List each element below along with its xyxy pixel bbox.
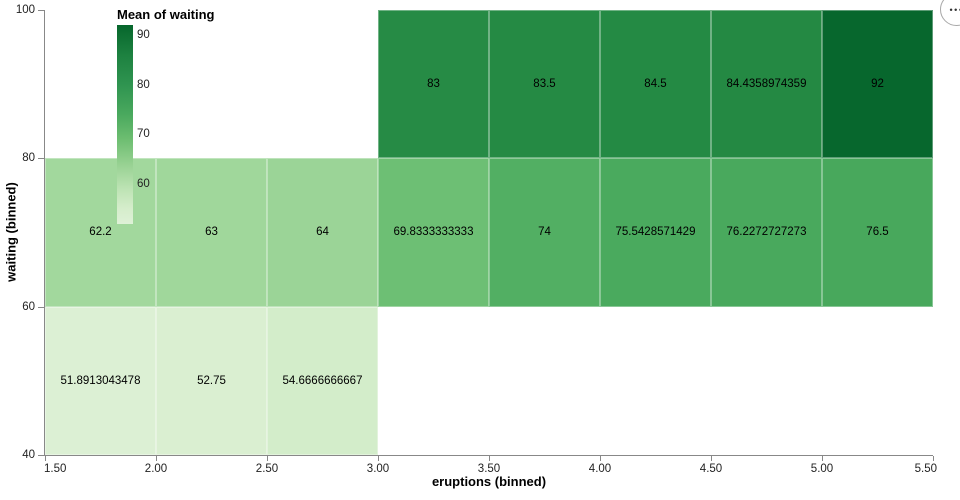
ellipsis-icon: •••: [949, 4, 960, 15]
x-axis-tick-label: 2.50: [255, 463, 279, 475]
x-axis-tick: [489, 456, 490, 461]
heatmap-cell: 84.5: [600, 10, 711, 159]
heatmap-cell: 92: [822, 10, 933, 159]
heatmap-cell: 76.5: [822, 158, 933, 307]
x-axis-tick: [267, 456, 268, 461]
heatmap-cell: 51.8913043478: [45, 306, 156, 455]
y-axis-tick-label: 80: [22, 152, 35, 165]
heatmap-cell-value: 63: [205, 226, 218, 239]
heatmap-cell: 64: [267, 158, 378, 307]
heatmap-cell-value: 83.5: [533, 78, 556, 91]
y-axis-tick: [38, 158, 44, 160]
heatmap-cell: 63: [156, 158, 267, 307]
x-axis-tick: [933, 456, 934, 461]
x-axis-tick-label: 3.50: [477, 463, 501, 475]
heatmap-cell-value: 84.4358974359: [726, 78, 807, 91]
x-axis-tick-label: 1.50: [44, 463, 67, 475]
heatmap-cell: 83: [378, 10, 489, 159]
heatmap-cell-value: 83: [427, 78, 440, 91]
legend-tick-label: 60: [137, 177, 150, 190]
x-axis-tick: [45, 456, 46, 461]
x-axis-tick: [822, 456, 823, 461]
x-axis-title: eruptions (binned): [431, 474, 547, 489]
x-axis-tick: [156, 456, 157, 461]
x-axis-tick: [711, 456, 712, 461]
legend-title: Mean of waiting: [117, 7, 215, 22]
x-axis-tick-label: 4.50: [699, 463, 723, 475]
heatmap-cell-value: 54.6666666667: [282, 374, 363, 387]
legend-tick-label: 90: [137, 28, 150, 41]
heatmap-cell-value: 52.75: [197, 374, 226, 387]
x-axis-tick-label: 4.00: [588, 463, 612, 475]
heatmap-cell-value: 62.2: [89, 226, 112, 239]
y-axis-tick-label: 40: [22, 449, 35, 461]
heatmap-cell: 83.5: [489, 10, 600, 159]
heatmap-cell: 74: [489, 158, 600, 307]
y-axis-tick: [38, 306, 44, 308]
legend-gradient-bar: [117, 25, 133, 224]
x-axis-tick-label: 5.00: [810, 463, 834, 475]
x-axis-tick-label: 2.00: [144, 463, 168, 475]
heatmap-cell: 84.4358974359: [711, 10, 822, 159]
heatmap-cell: 52.75: [156, 306, 267, 455]
heatmap-cell-value: 92: [871, 78, 884, 91]
y-axis-title: waiting (binned): [3, 182, 19, 282]
heatmap-cell: 75.5428571429: [600, 158, 711, 307]
heatmap-cell-value: 74: [538, 226, 551, 239]
y-axis-tick-label: 100: [15, 4, 35, 16]
heatmap-cell-value: 51.8913043478: [60, 374, 141, 387]
y-axis-tick-label: 60: [22, 300, 35, 313]
heatmap-cell-value: 69.8333333333: [393, 226, 474, 239]
heatmap-cell-value: 76.2272727273: [726, 226, 807, 239]
heatmap-cell: 54.6666666667: [267, 306, 378, 455]
heatmap-cell-value: 64: [316, 226, 329, 239]
heatmap-cell: 76.2272727273: [711, 158, 822, 307]
heatmap-cell: 62.2: [45, 158, 156, 307]
heatmap-cell-value: 76.5: [866, 226, 889, 239]
x-axis-tick: [600, 456, 601, 461]
x-axis-tick: [378, 456, 379, 461]
x-axis-tick-label: 5.50: [914, 463, 937, 475]
y-axis-tick: [38, 10, 44, 11]
heatmap-cell-value: 84.5: [644, 78, 667, 91]
y-axis-tick: [38, 455, 44, 456]
heatmap-cell-value: 75.5428571429: [615, 226, 696, 239]
x-axis-tick-label: 3.00: [366, 463, 390, 475]
legend-tick-label: 70: [137, 128, 150, 141]
legend-tick-label: 80: [137, 78, 150, 91]
heatmap-cell: 69.8333333333: [378, 158, 489, 307]
x-axis-domain-line: [45, 455, 933, 456]
y-axis-domain-line: [44, 10, 45, 456]
